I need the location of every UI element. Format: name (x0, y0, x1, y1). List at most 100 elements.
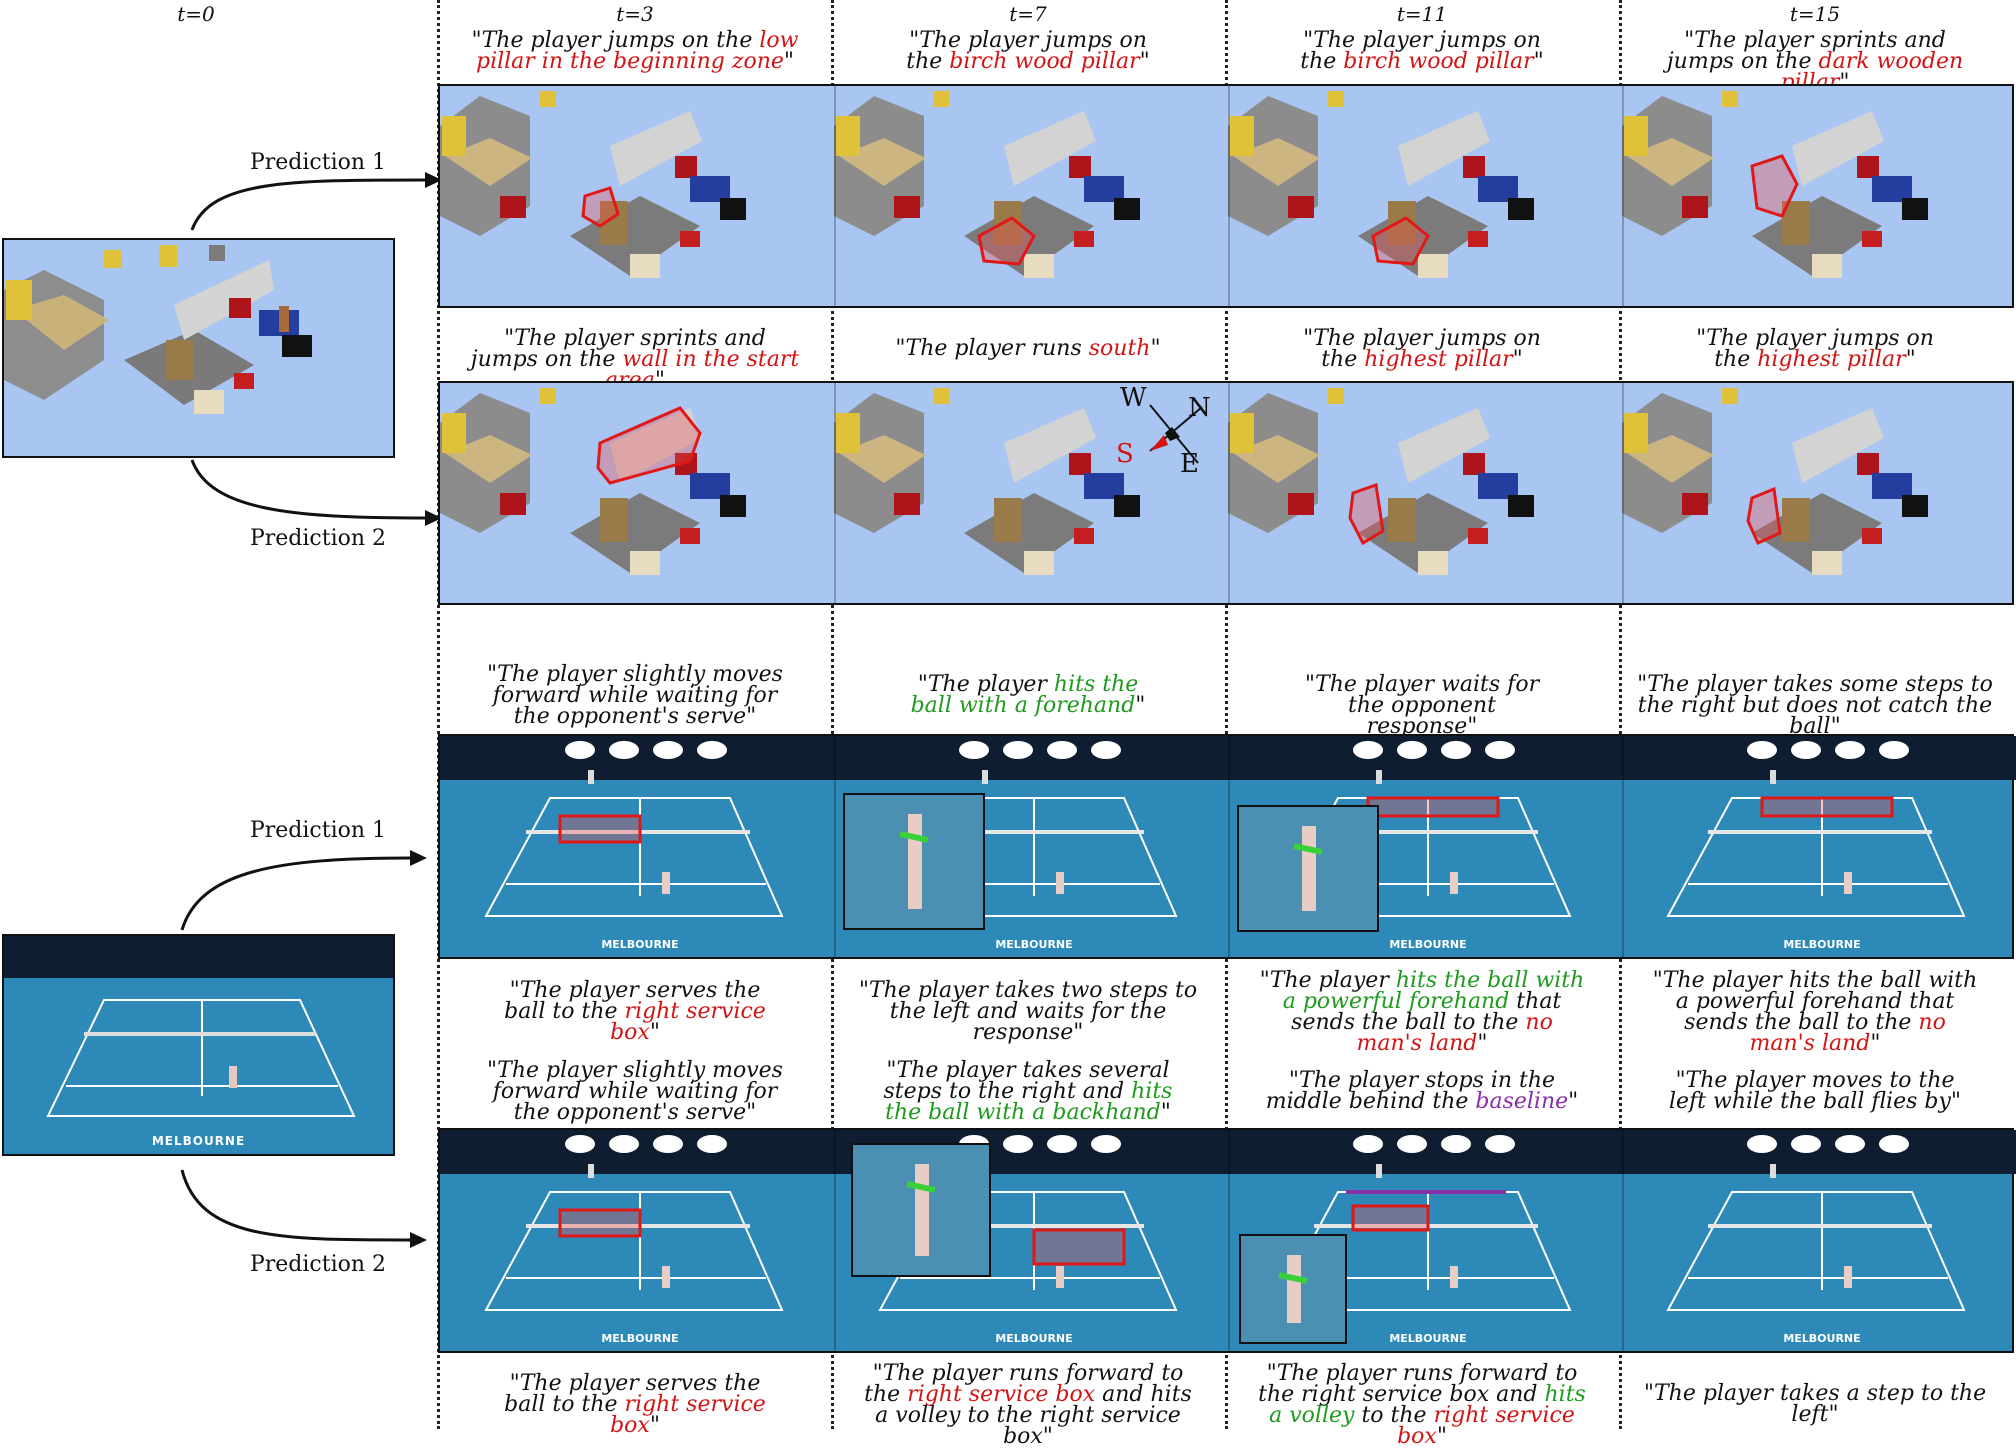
caption-tn-p1-bot-t15: "The player hits the ball with a powerfu… (1650, 968, 1980, 1056)
column-divider (1619, 0, 1622, 1429)
caption-segment: "The player sprints and jumps on the (470, 326, 766, 372)
caption-segment: hits the ball with a forehand (910, 672, 1139, 718)
caption-tn-p2-top-t15: "The player moves to the left while the … (1665, 1070, 1965, 1113)
caption-segment: "The player slightly moves forward while… (487, 662, 783, 729)
caption-tn-p1-bot-t3: "The player serves the ball to the right… (495, 978, 775, 1045)
tennis-prediction-1-strip: MELBOURNE MELBOURNE MELBOURNE MELBOURNE (438, 734, 2016, 959)
minecraft-frame (834, 388, 1140, 575)
caption-mc-p2-t15: "The player jumps on the highest pillar" (1690, 326, 1940, 372)
zoom-inset (1239, 1234, 1347, 1344)
minecraft-frame (834, 91, 1140, 278)
caption-tn-p1-top-t3: "The player slightly moves forward while… (480, 662, 790, 729)
caption-segment: "The player serves the ball to the (504, 978, 761, 1024)
caption-segment: highest pillar (1757, 347, 1906, 372)
predicted-target-region (596, 406, 702, 485)
compass-w-label: W (1120, 383, 1147, 413)
frame-separator (1622, 1130, 1624, 1351)
caption-segment: " (1870, 1031, 1881, 1056)
caption-tn-p2-bot-t11: "The player runs forward to the right se… (1252, 1363, 1592, 1448)
prediction-1-label-tennis: Prediction 1 (249, 818, 387, 843)
minecraft-prediction-1-strip (438, 84, 2014, 308)
caption-tn-p2-top-t7: "The player takes several steps to the r… (863, 1060, 1193, 1125)
column-divider (1225, 0, 1228, 1429)
caption-segment: "The player jumps on the (1300, 28, 1541, 74)
caption-segment: " (1150, 336, 1161, 361)
court-logo: MELBOURNE (995, 1332, 1072, 1345)
tennis-initial-frame: MELBOURNE (2, 934, 395, 1156)
caption-segment: "The player jumps on the (1303, 326, 1541, 372)
caption-segment: " (649, 1020, 660, 1045)
caption-segment: "The player slightly moves forward while… (487, 1058, 783, 1125)
court-logo: MELBOURNE (1783, 938, 1860, 951)
caption-segment: "The player sprints and jumps on the (1666, 28, 1946, 74)
prediction-arrows-tennis (180, 850, 427, 1248)
minecraft-prediction-2-strip: W N S E (438, 381, 2014, 605)
predicted-target-region (581, 186, 620, 228)
caption-mc-p2-t7: "The player runs south" (833, 336, 1223, 361)
tennis-frame: MELBOURNE (440, 1130, 834, 1345)
tennis-prediction-2-strip: MELBOURNE MELBOURNE MELBOURNE MELBOURNE (438, 1128, 2016, 1353)
tn-p1-frames: MELBOURNE MELBOURNE MELBOURNE MELBOURNE (440, 736, 2016, 957)
caption-mc-p2-t3: "The player sprints and jumps on the wal… (470, 326, 800, 393)
mc-p1-frames (440, 86, 2012, 306)
predicted-target-region (977, 216, 1036, 266)
caption-segment: hits the ball with a backhand (885, 1079, 1173, 1125)
caption-segment: "The player stops in the middle behind t… (1265, 1068, 1556, 1114)
caption-segment: "The player hits the ball with a powerfu… (1652, 968, 1978, 1035)
caption-segment: "The player (917, 672, 1054, 697)
caption-segment: hits a volley (1269, 1382, 1586, 1428)
caption-segment: "The player waits for the opponent respo… (1304, 672, 1540, 739)
caption-segment: " (1568, 1089, 1579, 1114)
column-divider (437, 0, 440, 1429)
caption-tn-p2-bot-t7: "The player runs forward to the right se… (858, 1363, 1198, 1448)
caption-segment: south (1088, 336, 1151, 361)
predicted-target-region (1366, 796, 1500, 818)
mc-p2-frames (440, 383, 2012, 603)
caption-tn-p2-bot-t3: "The player serves the ball to the right… (495, 1371, 775, 1438)
caption-mc-p2-t11: "The player jumps on the highest pillar" (1297, 326, 1547, 372)
compass-s-label: S (1116, 439, 1134, 469)
caption-segment: " (783, 49, 795, 74)
caption-segment: "The player takes a step to the left" (1643, 1381, 1987, 1427)
caption-segment: "The player jumps on the (906, 28, 1147, 74)
time-label-t15: t=15 (1789, 2, 1841, 26)
tennis-frame: MELBOURNE (834, 736, 1228, 951)
frame-separator (834, 1130, 836, 1351)
caption-segment: right service box (610, 1392, 766, 1438)
minecraft-frame (1228, 388, 1534, 575)
minecraft-frame (1622, 91, 1928, 278)
court-logo: MELBOURNE (151, 1134, 246, 1148)
compass-e-label: E (1180, 449, 1199, 479)
predicted-target-region (1760, 796, 1894, 818)
court-logo: MELBOURNE (995, 938, 1072, 951)
caption-segment: " (655, 368, 665, 393)
compass-n-label: N (1188, 393, 1211, 423)
caption-segment: "The player jumps on the (1696, 326, 1934, 372)
tennis-frame: MELBOURNE (1228, 1130, 1622, 1345)
caption-segment: "The player serves the ball to the (504, 1371, 761, 1417)
court-logo: MELBOURNE (1389, 1332, 1466, 1345)
caption-segment: no man's land (1749, 1010, 1946, 1056)
prediction-1-label-minecraft: Prediction 1 (249, 150, 387, 175)
minecraft-initial-frame (2, 238, 395, 458)
frame-separator (1622, 383, 1624, 603)
caption-segment: no man's land (1356, 1010, 1553, 1056)
court-logo: MELBOURNE (601, 1332, 678, 1345)
caption-segment: " (1533, 49, 1544, 74)
minecraft-frame (440, 388, 746, 575)
tennis-frame: MELBOURNE (1228, 736, 1622, 951)
caption-segment: " (1160, 1100, 1171, 1125)
caption-segment: baseline (1475, 1089, 1569, 1114)
caption-tn-p1-top-t7: "The player hits the ball with a forehan… (908, 672, 1148, 718)
caption-segment: hits the ball with a powerful forehand (1282, 968, 1585, 1014)
time-label-t7: t=7 (1009, 2, 1047, 26)
frame-separator (1228, 383, 1230, 603)
caption-tn-p1-bot-t11: "The player hits the ball with a powerfu… (1257, 968, 1587, 1056)
caption-segment: "The player runs (895, 336, 1089, 361)
court-logo: MELBOURNE (1389, 938, 1466, 951)
time-label-t11: t=11 (1396, 2, 1448, 26)
caption-segment: "The player jumps on the (471, 28, 760, 53)
frame-separator (1228, 1130, 1230, 1351)
predicted-target-region (558, 814, 642, 844)
caption-segment: birch wood pillar (1343, 49, 1534, 74)
